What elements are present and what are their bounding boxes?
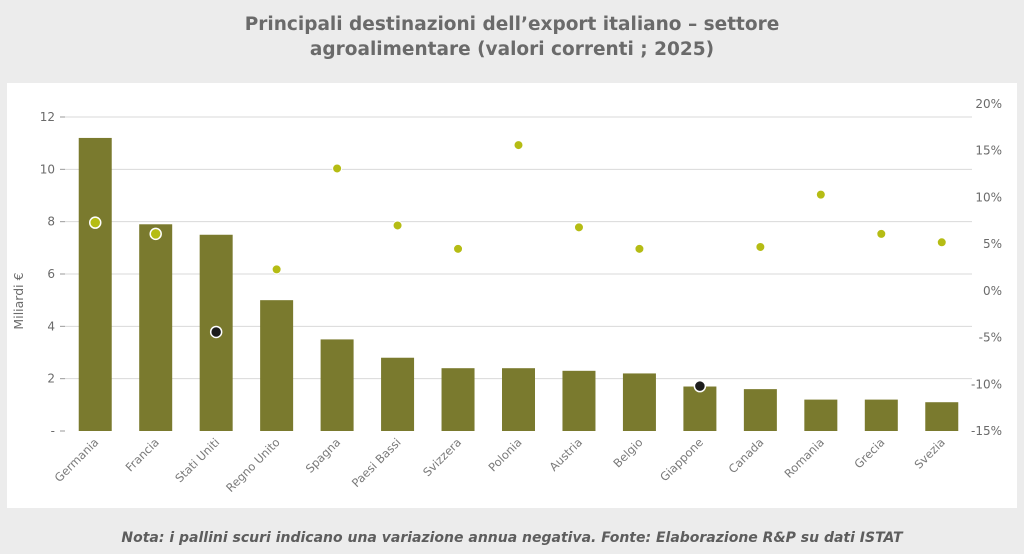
bar: [381, 357, 415, 431]
y-tick-label: -: [51, 424, 55, 438]
y2-tick-label: -5%: [979, 331, 1002, 345]
y-tick-label: 10: [40, 162, 55, 176]
chart-title-line-2: agroalimentare (valori correnti ; 2025): [309, 39, 715, 60]
bar: [925, 402, 959, 431]
chart-title-line-1: Principali destinazioni dell’export ital…: [244, 14, 780, 35]
change-dot: [332, 163, 343, 174]
x-tick-label: Belgio: [610, 435, 645, 470]
x-tick-label: Germania: [52, 435, 102, 485]
bar: [320, 339, 354, 431]
change-dot: [876, 228, 887, 239]
x-tick-label: Regno Unito: [223, 435, 283, 495]
bar: [139, 224, 173, 431]
bar: [683, 386, 717, 431]
y2-tick-label: -10%: [971, 377, 1002, 391]
y2-tick-label: 15%: [975, 144, 1002, 158]
chart-title: Principali destinazioni dell’export ital…: [0, 12, 1024, 62]
bar: [260, 300, 294, 431]
bar: [441, 368, 475, 431]
change-dot: [936, 237, 947, 248]
x-tick-label: Giappone: [657, 435, 706, 484]
change-dot: [693, 379, 707, 393]
bar: [804, 399, 838, 431]
footnote: Nota: i pallini scuri indicano una varia…: [121, 530, 903, 546]
y-tick-label: 6: [47, 267, 55, 281]
change-dot: [513, 140, 524, 151]
x-tick-label: Polonia: [485, 435, 524, 474]
y2-tick-label: -15%: [971, 424, 1002, 438]
y-tick-label: 2: [47, 372, 55, 386]
x-tick-label: Paesi Bassi: [349, 435, 404, 490]
y-axis-label: Miliardi €: [11, 272, 26, 329]
bar: [78, 137, 112, 431]
x-tick-label: Svizzera: [420, 435, 464, 479]
x-tick-label: Grecia: [851, 435, 887, 471]
chart-panel: - 2 4 6 8 10 12 -15% -10% -5% 0% 5% 10% 15% 20% Germani…: [7, 83, 1017, 508]
x-tick-label: Spagna: [303, 435, 344, 476]
x-tick-label: Romania: [781, 435, 826, 480]
bar: [502, 368, 535, 431]
y2-tick-label: 20%: [975, 97, 1002, 111]
y-tick-label: 12: [40, 110, 55, 124]
change-dot: [453, 243, 464, 254]
y-tick-label: 8: [47, 215, 55, 229]
x-tick-label: Stati Uniti: [172, 435, 222, 485]
y2-tick-label: 10%: [975, 190, 1002, 204]
bar-chart: - 2 4 6 8 10 12 -15% -10% -5% 0% 5% 10% 15% 20% Germani…: [11, 97, 1002, 495]
change-dot: [271, 264, 282, 275]
change-dot: [209, 325, 223, 339]
change-dot: [815, 189, 826, 200]
x-tick-label: Canada: [726, 435, 767, 476]
bar: [864, 399, 898, 431]
x-tick-label: Francia: [123, 435, 162, 474]
y2-tick-label: 0%: [983, 284, 1002, 298]
x-tick-label: Austria: [546, 435, 585, 474]
change-dot: [392, 220, 403, 231]
change-dot: [634, 243, 645, 254]
x-tick-label: Svezia: [911, 435, 947, 471]
y-tick-label: 4: [47, 319, 55, 333]
bar: [743, 389, 777, 431]
change-dot: [755, 241, 766, 252]
change-dot: [88, 216, 102, 229]
bar: [562, 370, 596, 431]
change-dot: [149, 227, 162, 241]
y2-tick-label: 5%: [983, 237, 1002, 251]
change-dot: [573, 222, 584, 233]
bar: [622, 373, 656, 431]
